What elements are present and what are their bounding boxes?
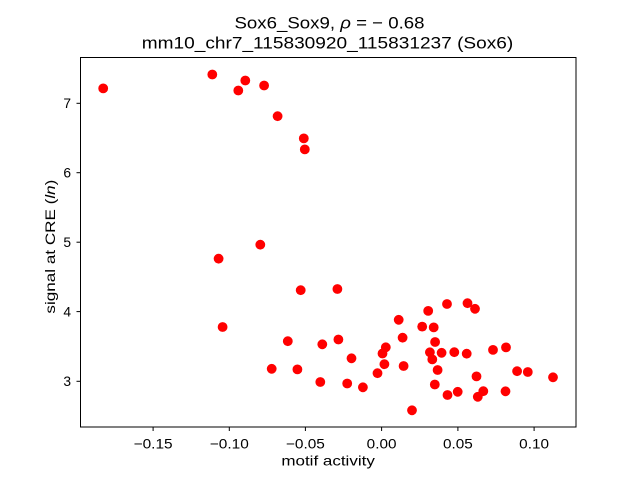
svg-text:3: 3: [63, 374, 71, 389]
svg-text:0.05: 0.05: [443, 437, 473, 452]
svg-text:−0.15: −0.15: [134, 437, 173, 452]
svg-text:motif activity: motif activity: [281, 454, 375, 469]
svg-text:−0.05: −0.05: [286, 437, 325, 452]
svg-text:−0.10: −0.10: [210, 437, 249, 452]
svg-text:0.10: 0.10: [519, 437, 549, 452]
svg-text:6: 6: [63, 166, 71, 181]
svg-text:Sox6_Sox9, ρ = − 0.68: Sox6_Sox9, ρ = − 0.68: [235, 14, 425, 33]
svg-text:signal at CRE (ln): signal at CRE (ln): [43, 180, 58, 314]
svg-text:7: 7: [63, 96, 71, 111]
svg-text:5: 5: [63, 235, 71, 250]
svg-text:mm10_chr7_115830920_115831237: mm10_chr7_115830920_115831237 (Sox6): [142, 34, 514, 53]
svg-text:0.00: 0.00: [367, 437, 397, 452]
svg-text:4: 4: [63, 304, 71, 319]
